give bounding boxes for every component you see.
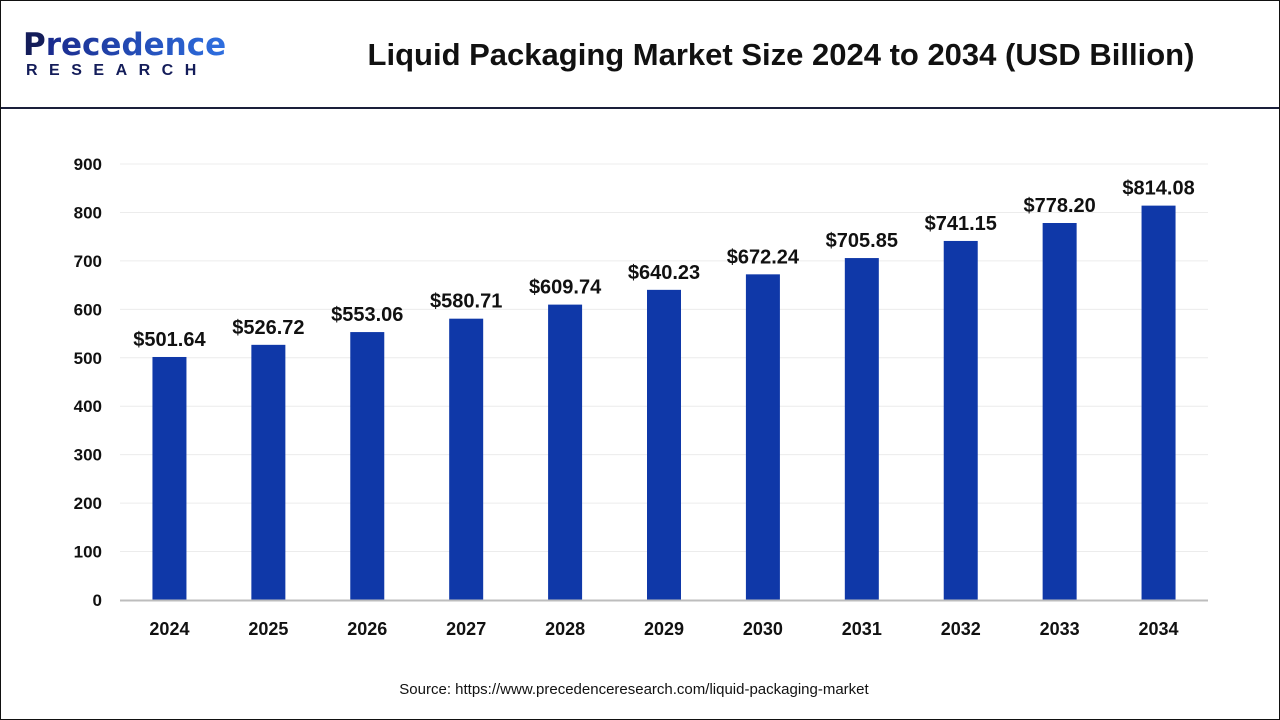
header-divider (1, 107, 1279, 109)
bar-2027 (449, 318, 484, 600)
bar-2025 (251, 344, 286, 600)
bar-2031 (844, 258, 879, 600)
x-tick-label: 2027 (446, 619, 486, 639)
x-tick-label: 2030 (743, 619, 783, 639)
source-note: Source: https://www.precedenceresearch.c… (399, 681, 869, 698)
data-label: $705.85 (826, 230, 898, 252)
y-tick-label: 400 (74, 397, 102, 416)
data-label: $741.15 (925, 213, 997, 235)
x-tick-label: 2034 (1139, 619, 1179, 639)
data-label: $553.06 (331, 304, 403, 326)
data-label: $814.08 (1122, 178, 1194, 200)
x-tick-label: 2024 (149, 619, 189, 639)
bar-2029 (647, 289, 681, 600)
data-label: $526.72 (232, 317, 304, 339)
data-label: $640.23 (628, 262, 700, 284)
data-label: $672.24 (727, 246, 800, 268)
data-label: $501.64 (133, 329, 206, 351)
x-tick-label: 2026 (347, 619, 387, 639)
y-tick-label: 100 (74, 543, 102, 562)
bar-2030 (745, 274, 780, 600)
y-tick-label: 500 (74, 349, 102, 368)
y-tick-label: 600 (74, 300, 102, 319)
x-tick-label: 2032 (941, 619, 981, 639)
x-tick-label: 2025 (248, 619, 288, 639)
bar-2026 (350, 332, 385, 600)
y-tick-label: 300 (74, 446, 102, 465)
y-tick-label: 200 (74, 494, 102, 513)
y-tick-label: 800 (74, 203, 102, 222)
bar-2034 (1141, 205, 1176, 600)
y-tick-label: 900 (74, 155, 102, 174)
y-tick-label: 0 (93, 591, 102, 610)
bar-2032 (943, 240, 978, 601)
data-label: $580.71 (430, 291, 502, 313)
y-tick-label: 700 (74, 252, 102, 271)
x-tick-label: 2031 (842, 619, 882, 639)
bar-2033 (1042, 223, 1077, 600)
data-label: $778.20 (1023, 195, 1095, 217)
x-tick-label: 2029 (644, 619, 684, 639)
data-label: $609.74 (529, 277, 602, 299)
x-tick-label: 2028 (545, 619, 585, 639)
bar-2024 (152, 356, 187, 600)
logo-wordmark: recedence (45, 27, 227, 63)
logo-initial: P (23, 27, 46, 63)
precedence-research-logo: Precedence RESEARCH (23, 29, 226, 81)
x-tick-label: 2033 (1040, 619, 1080, 639)
chart-title: Liquid Packaging Market Size 2024 to 203… (367, 37, 1195, 72)
bar-2028 (548, 304, 583, 600)
logo-subtitle: RESEARCH (26, 62, 208, 79)
